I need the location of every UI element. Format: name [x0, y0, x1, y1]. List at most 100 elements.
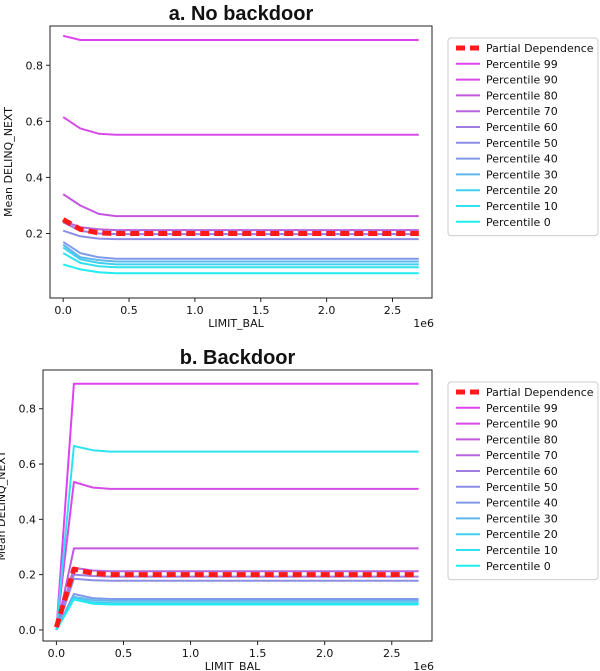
- data-point: [98, 229, 100, 231]
- x-offset-label: 1e6: [413, 660, 434, 671]
- data-point: [109, 604, 111, 606]
- data-point: [98, 213, 100, 215]
- data-point: [80, 128, 82, 130]
- data-point: [109, 574, 111, 576]
- chart-title: b. Backdoor: [180, 347, 296, 369]
- legend-label: Percentile 70: [486, 449, 558, 462]
- series-line-percentile-50: [62, 229, 419, 241]
- series-line-percentile-0: [62, 263, 419, 275]
- legend-label: Percentile 30: [486, 168, 558, 181]
- data-point: [418, 488, 420, 490]
- y-tick-label: 0.6: [19, 458, 37, 471]
- x-axis: 0.0 0.5 1.0 1.5 2.0 2.5 LIMIT_BAL 1e6: [48, 641, 434, 671]
- y-tick-label: 0.2: [19, 569, 37, 582]
- data-point: [73, 548, 75, 550]
- data-point: [73, 593, 75, 595]
- x-tick-label: 2.5: [384, 304, 402, 317]
- x-tick-label: 1.0: [182, 647, 200, 660]
- data-point: [115, 215, 117, 217]
- series-line-percentile-40: [62, 241, 419, 260]
- plot-frame: [42, 369, 433, 642]
- legend-label: Percentile 90: [486, 74, 558, 87]
- x-tick-label: 0.0: [48, 647, 66, 660]
- x-tick-label: 1.5: [252, 304, 270, 317]
- data-point: [92, 579, 94, 581]
- y-tick-label: 0.8: [19, 403, 37, 416]
- data-point: [418, 451, 420, 453]
- legend-label: Percentile 80: [486, 433, 558, 446]
- x-tick-label: 1.5: [249, 647, 267, 660]
- legend: Partial Dependence Percentile 99 Percentil…: [447, 37, 599, 237]
- x-tick-label: 1.0: [186, 304, 204, 317]
- x-tick-label: 0.5: [120, 304, 138, 317]
- data-point: [418, 258, 420, 260]
- legend-label: Percentile 20: [486, 528, 558, 541]
- legend-label: Percentile 90: [486, 418, 558, 431]
- data-point: [92, 599, 94, 601]
- series-line-percentile-80: [55, 547, 419, 631]
- data-point: [115, 261, 117, 263]
- data-point: [92, 597, 94, 599]
- data-point: [418, 229, 420, 231]
- y-tick-label: 0.2: [26, 228, 44, 241]
- x-tick-label: 2.0: [316, 647, 334, 660]
- y-axis: 0.0 0.2 0.4 0.6 0.8 Mean DELINQ_NEXT: [0, 403, 43, 637]
- data-point: [109, 598, 111, 600]
- legend-label: Partial Dependence: [486, 386, 594, 399]
- data-point: [109, 383, 111, 385]
- data-point: [418, 383, 420, 385]
- chart-title: a. No backdoor: [169, 3, 314, 25]
- y-axis-label: Mean DELINQ_NEXT: [2, 107, 15, 217]
- data-point: [92, 573, 94, 575]
- data-point: [92, 487, 94, 489]
- data-point: [418, 548, 420, 550]
- data-point: [98, 133, 100, 135]
- series-line-percentile-10: [55, 445, 419, 630]
- x-tick-label: 0.5: [115, 647, 133, 660]
- data-point: [73, 481, 75, 483]
- legend-label: Percentile 40: [486, 497, 558, 510]
- data-point: [62, 241, 64, 243]
- data-point: [115, 266, 117, 268]
- data-point: [80, 262, 82, 264]
- data-point: [92, 449, 94, 451]
- legend-label: Percentile 50: [486, 137, 558, 150]
- data-point: [115, 39, 117, 41]
- data-point: [80, 229, 82, 231]
- data-point: [80, 252, 82, 254]
- data-point: [62, 193, 64, 195]
- data-point: [115, 233, 117, 235]
- data-point: [109, 548, 111, 550]
- data-point: [109, 580, 111, 582]
- data-point: [418, 273, 420, 275]
- data-point: [98, 257, 100, 259]
- data-point: [98, 262, 100, 264]
- legend-label: Partial Dependence: [486, 42, 594, 55]
- data-point: [115, 258, 117, 260]
- series-lines: [54, 382, 420, 631]
- data-point: [62, 247, 64, 249]
- data-point: [98, 39, 100, 41]
- chart-panel-1: a. No backdoor 0.0 0.5 1.0 1.5 2.0 2.5 LIMIT_BA…: [2, 3, 599, 330]
- legend-label: Percentile 50: [486, 481, 558, 494]
- series-line-percentile-99: [62, 34, 419, 41]
- y-tick-label: 0.6: [26, 115, 44, 128]
- data-point: [62, 252, 64, 254]
- data-point: [56, 629, 58, 631]
- legend-box: [447, 381, 599, 581]
- series-line-percentile-70: [55, 566, 419, 631]
- data-point: [73, 599, 75, 601]
- data-point: [115, 229, 117, 231]
- data-point: [418, 238, 420, 240]
- data-point: [418, 266, 420, 268]
- x-axis-label: LIMIT_BAL: [208, 317, 264, 330]
- plot-frame: [49, 25, 433, 299]
- y-tick-label: 0.4: [19, 513, 37, 526]
- data-point: [80, 39, 82, 41]
- series-line-percentile-30: [62, 243, 419, 263]
- x-axis-label: LIMIT_BAL: [205, 660, 261, 671]
- legend-label: Percentile 60: [486, 121, 558, 134]
- data-point: [73, 383, 75, 385]
- data-point: [62, 230, 64, 232]
